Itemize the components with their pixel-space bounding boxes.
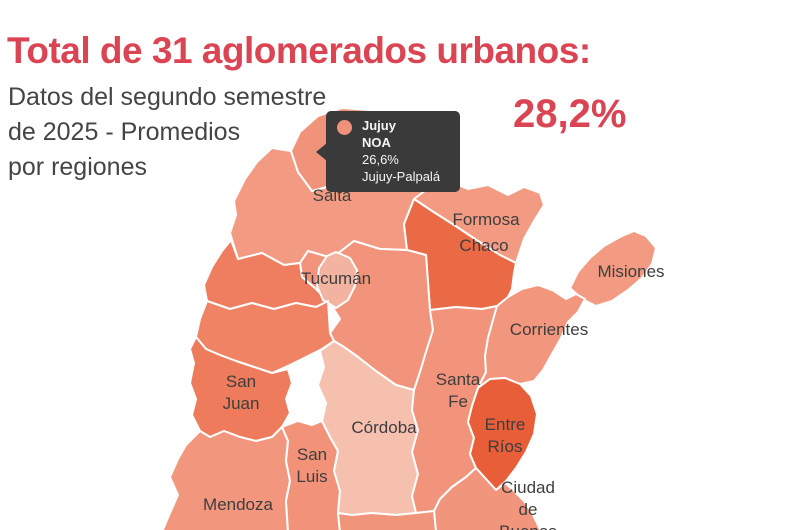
region-misiones[interactable]: [569, 230, 657, 307]
tooltip-value: 26,6%: [362, 152, 399, 167]
tooltip-dot-box: [337, 120, 352, 140]
tooltip-detail: Jujuy-Palpalá: [362, 169, 441, 184]
region-dot-icon: [337, 120, 352, 135]
region-corrientes[interactable]: [477, 284, 586, 389]
region-tucuman[interactable]: [316, 251, 358, 309]
tooltip-pointer-left: [316, 143, 327, 161]
region-la-pampa[interactable]: [337, 510, 437, 530]
tooltip-region-name: Jujuy: [362, 118, 396, 133]
map-tooltip: Jujuy NOA 26,6% Jujuy-Palpalá: [316, 111, 460, 192]
region-mendoza[interactable]: [161, 426, 291, 530]
tooltip-region-dot: [337, 120, 352, 135]
tooltip-region-group: NOA: [362, 135, 391, 150]
region-entre-rios[interactable]: [467, 377, 538, 491]
